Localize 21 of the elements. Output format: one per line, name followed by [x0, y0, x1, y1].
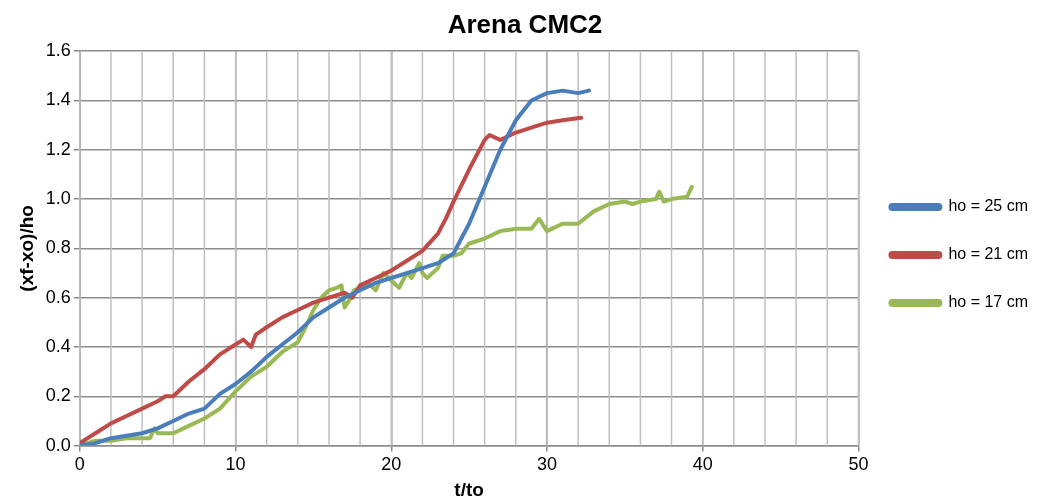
y-axis-title: (xf-xo)/ho	[15, 205, 37, 292]
x-tick-label: 10	[225, 454, 246, 475]
legend-label: ho = 25 cm	[948, 197, 1029, 215]
y-tick-label: 0.0	[45, 434, 71, 455]
legend-label: ho = 17 cm	[948, 293, 1029, 311]
y-tick-label: 0.2	[45, 385, 71, 406]
y-tick-label: 1.2	[45, 138, 71, 159]
x-axis-title: t/to	[454, 478, 484, 500]
legend-label: ho = 21 cm	[948, 245, 1029, 263]
x-tick-label: 30	[536, 454, 557, 475]
y-tick-label: 0.6	[45, 286, 71, 307]
y-tick-label: 0.8	[45, 237, 71, 258]
x-tick-label: 0	[74, 454, 85, 475]
y-tick-label: 1.4	[45, 89, 71, 110]
x-tick-label: 50	[848, 454, 869, 475]
chart-title: Arena CMC2	[447, 8, 603, 39]
y-tick-label: 1.0	[45, 188, 71, 209]
y-tick-label: 0.4	[45, 335, 71, 356]
x-tick-label: 20	[381, 454, 402, 475]
y-tick-label: 1.6	[45, 40, 71, 61]
x-tick-label: 40	[692, 454, 713, 475]
